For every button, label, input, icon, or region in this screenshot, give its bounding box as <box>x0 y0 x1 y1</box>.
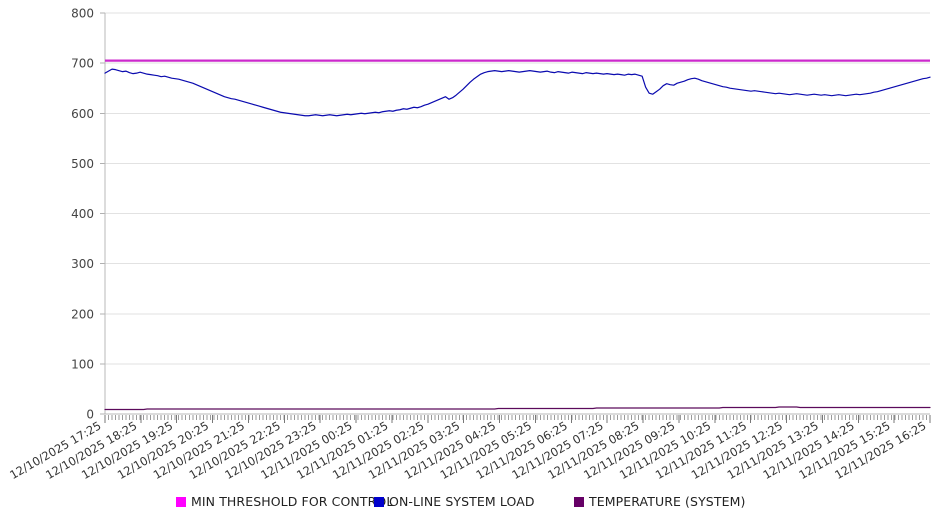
legend-swatch-0[interactable] <box>176 497 186 507</box>
y-axis-tick-labels: 0 100 200 300 400 500 600 700 800 <box>71 7 94 422</box>
y-tick-label: 600 <box>71 107 94 121</box>
series-temperature-system <box>104 406 931 411</box>
y-tick-label: 400 <box>71 207 94 221</box>
y-tick-label: 100 <box>71 357 94 371</box>
legend-label-1[interactable]: ON-LINE SYSTEM LOAD <box>389 494 535 509</box>
legend-swatch-2[interactable] <box>574 497 584 507</box>
y-tick-label: 200 <box>71 307 94 321</box>
grid-lines <box>105 12 930 365</box>
online-system-load-line <box>104 68 931 117</box>
x-axis-major-ticks <box>104 415 931 423</box>
legend-swatch-1[interactable] <box>374 497 384 507</box>
legend-label-2[interactable]: TEMPERATURE (SYSTEM) <box>588 494 745 509</box>
legend-label-0[interactable]: MIN THRESHOLD FOR CONTROL <box>191 494 393 509</box>
y-tick-label: 300 <box>71 257 94 271</box>
y-tick-label: 0 <box>86 408 94 422</box>
y-tick-label: 500 <box>71 157 94 171</box>
series-online-system-load <box>104 68 931 117</box>
y-axis-ticks <box>100 12 105 415</box>
y-tick-label: 700 <box>71 57 94 71</box>
temperature-system-line <box>104 406 931 411</box>
y-tick-label: 800 <box>71 7 94 21</box>
x-axis-minor-ticks <box>104 415 931 420</box>
